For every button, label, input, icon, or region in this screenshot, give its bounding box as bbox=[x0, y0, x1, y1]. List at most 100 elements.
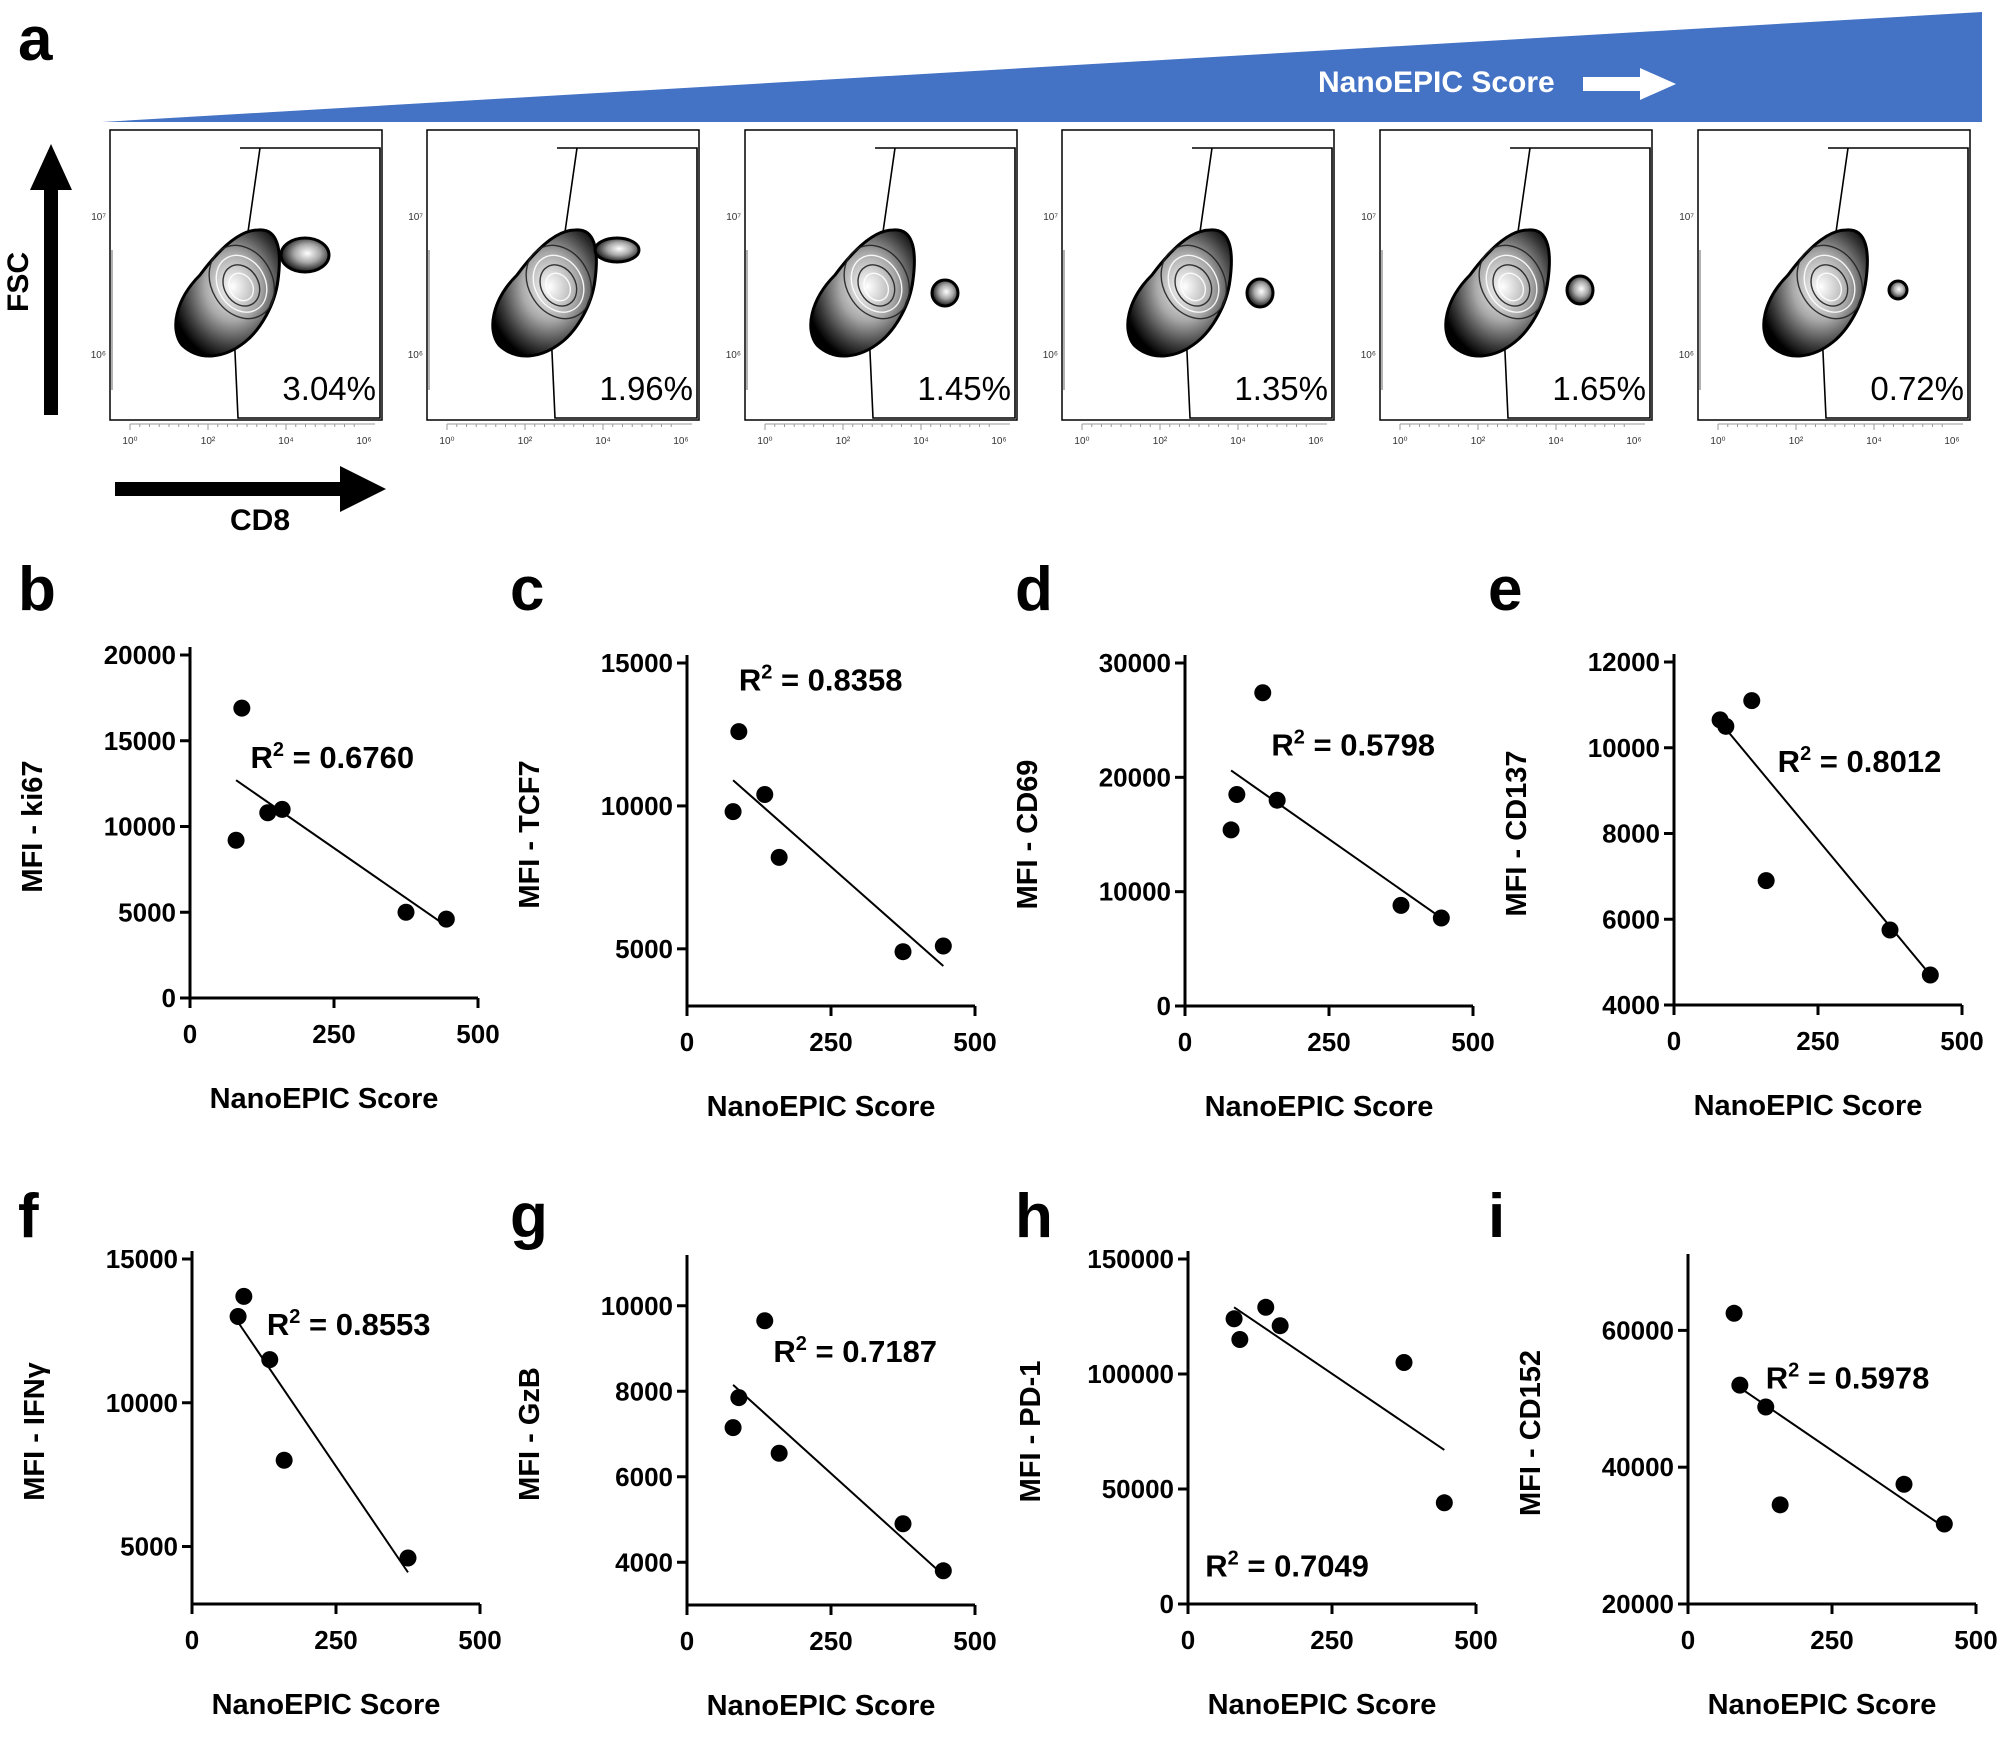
x-tick-label: 500 bbox=[1940, 1026, 1983, 1056]
data-point bbox=[1717, 717, 1735, 735]
flow-x-tick-label: 10⁰ bbox=[1074, 436, 1089, 447]
fsc-axis-label: FSC bbox=[2, 252, 35, 312]
flow-x-tick-label: 10² bbox=[201, 436, 216, 447]
population-contour bbox=[1126, 228, 1233, 358]
scatter-panel-i: i 20000 40000 60000 0 250 500 NanoEPIC Score MFI… bbox=[1488, 1182, 1998, 1721]
y-axis-title: MFI - PD-1 bbox=[1015, 1361, 1047, 1503]
data-point bbox=[756, 1312, 774, 1330]
flow-x-tick-label: 10² bbox=[836, 436, 851, 447]
y-tick-label: 0 bbox=[162, 983, 176, 1013]
cd8-gate bbox=[233, 147, 381, 419]
flow-x-tick-label: 10⁴ bbox=[595, 436, 610, 447]
data-point bbox=[1392, 896, 1410, 914]
x-tick-label: 250 bbox=[1796, 1026, 1839, 1056]
data-point bbox=[756, 785, 774, 803]
flow-x-tick-label: 10⁴ bbox=[913, 436, 928, 447]
data-point bbox=[275, 1451, 293, 1469]
y-tick-label: 12000 bbox=[1588, 647, 1660, 677]
data-point bbox=[1257, 1298, 1275, 1316]
flow-y-tick-label: 10⁶ bbox=[91, 350, 106, 361]
fsc-arrow-shaft bbox=[44, 185, 58, 415]
flow-plot: 1.96% 10⁷ 10⁶ 10⁰ 10² 10⁴ 10⁶ bbox=[408, 129, 700, 447]
scatter-panel-f: f 5000 10000 15000 0 250 500 NanoEPIC Score MFI … bbox=[18, 1182, 502, 1721]
flow-y-tick-label: 10⁶ bbox=[1361, 350, 1376, 361]
y-tick-label: 8000 bbox=[615, 1376, 673, 1406]
panel-letter: g bbox=[510, 1182, 548, 1251]
x-tick-label: 0 bbox=[185, 1625, 199, 1655]
flow-y-tick-label: 10⁷ bbox=[1679, 212, 1694, 223]
x-tick-label: 500 bbox=[458, 1625, 501, 1655]
flow-y-tick-label: 10⁷ bbox=[408, 212, 423, 223]
scatter-panel-c: c 5000 10000 15000 0 250 500 NanoEPIC Score MFI … bbox=[510, 555, 997, 1123]
x-axis-title: NanoEPIC Score bbox=[1694, 1090, 1923, 1122]
y-axis-title: MFI - CD137 bbox=[1501, 751, 1533, 917]
flow-x-tick-label: 10⁰ bbox=[439, 436, 454, 447]
y-tick-label: 0 bbox=[1160, 1589, 1174, 1619]
x-tick-label: 250 bbox=[1310, 1625, 1353, 1655]
y-tick-label: 10000 bbox=[1588, 733, 1660, 763]
data-point bbox=[724, 1419, 742, 1437]
regression-line bbox=[732, 779, 944, 967]
data-point bbox=[770, 848, 788, 866]
cd8-positive-population bbox=[279, 236, 331, 274]
panel-letter: d bbox=[1015, 555, 1053, 624]
population-contour bbox=[809, 228, 916, 358]
y-tick-label: 4000 bbox=[1602, 990, 1660, 1020]
flow-x-tick-label: 10⁶ bbox=[673, 436, 688, 447]
cd8-positive-population bbox=[1887, 279, 1909, 301]
flow-y-tick-label: 10⁶ bbox=[408, 350, 423, 361]
flow-x-tick-label: 10² bbox=[518, 436, 533, 447]
data-point bbox=[1743, 692, 1761, 710]
gate-percentage: 1.45% bbox=[917, 370, 1011, 407]
y-tick-label: 50000 bbox=[1102, 1474, 1174, 1504]
data-point bbox=[934, 1562, 952, 1580]
panel-letter: h bbox=[1015, 1182, 1053, 1251]
y-tick-label: 10000 bbox=[1099, 877, 1171, 907]
r-squared-label: R2 = 0.7049 bbox=[1205, 1547, 1369, 1583]
y-axis-title: MFI - GzB bbox=[514, 1367, 546, 1501]
cd8-gate bbox=[1185, 147, 1333, 419]
data-point bbox=[934, 937, 952, 955]
y-tick-label: 30000 bbox=[1099, 648, 1171, 678]
r-squared-label: R2 = 0.8012 bbox=[1778, 743, 1942, 779]
panel-letter: e bbox=[1488, 555, 1522, 624]
flow-plot: 1.35% 10⁷ 10⁶ 10⁰ 10² 10⁴ 10⁶ bbox=[1043, 129, 1335, 447]
x-tick-label: 500 bbox=[1454, 1625, 1497, 1655]
flow-x-tick-label: 10⁰ bbox=[757, 436, 772, 447]
y-tick-label: 15000 bbox=[104, 726, 176, 756]
data-point bbox=[1881, 921, 1899, 939]
panel-letter: b bbox=[18, 555, 56, 624]
x-tick-label: 500 bbox=[456, 1019, 499, 1049]
x-tick-label: 500 bbox=[1451, 1027, 1494, 1057]
y-tick-label: 6000 bbox=[615, 1462, 673, 1492]
flow-x-tick-label: 10⁶ bbox=[1626, 436, 1641, 447]
flow-y-tick-label: 10⁷ bbox=[726, 212, 741, 223]
x-axis-title: NanoEPIC Score bbox=[707, 1091, 936, 1123]
y-tick-label: 150000 bbox=[1087, 1244, 1174, 1274]
cd8-gate bbox=[1821, 147, 1969, 419]
x-tick-label: 500 bbox=[1954, 1625, 1997, 1655]
scatter-panel-d: d 0 10000 20000 30000 0 250 500 NanoEPIC Score MF… bbox=[1012, 555, 1495, 1123]
x-tick-label: 0 bbox=[680, 1027, 694, 1057]
data-point bbox=[1935, 1515, 1953, 1533]
y-tick-label: 15000 bbox=[106, 1244, 178, 1274]
data-point bbox=[1268, 791, 1286, 809]
flow-x-tick-label: 10⁴ bbox=[1548, 436, 1563, 447]
scatter-panel-b: b 0 5000 10000 15000 20000 0 250 500 NanoEPIC Sco… bbox=[17, 555, 500, 1115]
data-point bbox=[227, 831, 245, 849]
flow-x-tick-label: 10⁴ bbox=[1866, 436, 1881, 447]
gate-percentage: 1.65% bbox=[1552, 370, 1646, 407]
y-tick-label: 20000 bbox=[1602, 1589, 1674, 1619]
r-squared-label: R2 = 0.6760 bbox=[250, 739, 414, 775]
gate-percentage: 0.72% bbox=[1870, 370, 1964, 407]
data-point bbox=[1395, 1354, 1413, 1371]
population-contour bbox=[174, 228, 281, 358]
y-axis-title: MFI - TCF7 bbox=[514, 760, 546, 908]
flow-x-tick-label: 10² bbox=[1789, 436, 1804, 447]
x-tick-label: 0 bbox=[1178, 1027, 1192, 1057]
x-tick-label: 0 bbox=[1681, 1625, 1695, 1655]
x-tick-label: 250 bbox=[1307, 1027, 1350, 1057]
regression-line bbox=[732, 1384, 944, 1576]
y-tick-label: 10000 bbox=[601, 791, 673, 821]
